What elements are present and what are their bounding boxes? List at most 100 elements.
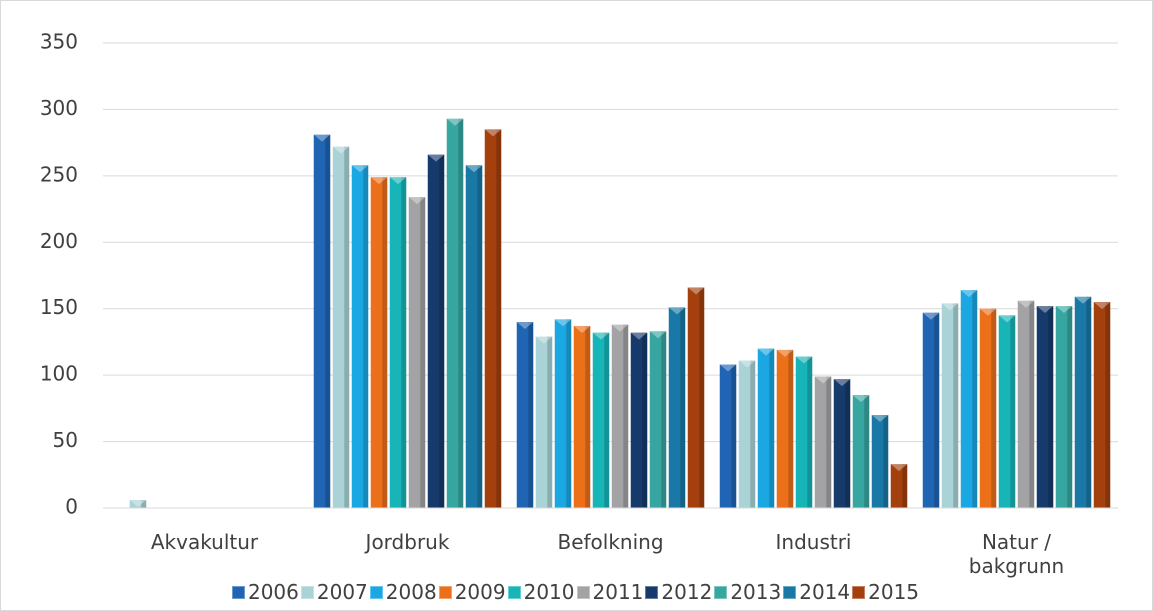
bar-shade (680, 307, 686, 508)
x-tick-label: Natur / bakgrunn (968, 530, 1065, 578)
bar-cap (332, 146, 350, 154)
bar-cap (446, 118, 464, 126)
bar-shade (642, 332, 648, 508)
bar-shade (807, 356, 813, 508)
bar-shade (902, 464, 908, 508)
bar-shade (991, 308, 997, 508)
legend-label: 2007 (316, 580, 368, 604)
bar-cap (611, 324, 629, 332)
bar (554, 319, 572, 508)
bar-cap (719, 364, 737, 372)
legend-label: 2008 (385, 580, 437, 604)
bar-cap (129, 500, 147, 508)
bar-cap (351, 165, 369, 173)
bar-cap (871, 415, 889, 422)
bar (332, 146, 350, 508)
bar (1093, 302, 1111, 508)
bar-cap (1074, 296, 1092, 304)
bar (129, 500, 147, 508)
bar-cap (852, 395, 870, 403)
legend-label: 2012 (661, 580, 713, 604)
bar (960, 290, 978, 508)
legend-label: 2010 (523, 580, 575, 604)
legend-swatch (714, 585, 728, 599)
bar-cap (998, 315, 1016, 323)
bar (427, 154, 445, 508)
bar-cap (668, 307, 686, 315)
bar (611, 324, 629, 508)
legend-swatch (576, 585, 590, 599)
y-tick-label: 50 (53, 428, 78, 452)
bar (979, 308, 997, 508)
legend-item: 2006 (231, 580, 299, 604)
bar-shade (623, 324, 629, 508)
bar-shade (699, 287, 705, 508)
bar-cap (960, 290, 978, 298)
legend-label: 2013 (730, 580, 782, 604)
bar-shade (458, 118, 464, 508)
legend-item: 2010 (507, 580, 575, 604)
bar-cap (1055, 306, 1073, 314)
legend-swatch (231, 585, 245, 599)
bar-cap (687, 287, 705, 295)
bar-shade (731, 364, 737, 508)
x-tick-label: Befolkning (557, 530, 664, 554)
bar (389, 177, 407, 508)
legend-item: 2009 (438, 580, 506, 604)
bar-cap (776, 349, 794, 357)
y-tick-label: 0 (65, 495, 78, 519)
bar (871, 415, 889, 508)
bar-cap (592, 332, 610, 340)
bar-shade (1048, 306, 1054, 508)
bar-shade (1010, 315, 1016, 508)
bar-shade (344, 146, 350, 508)
bar-shade (496, 129, 502, 508)
bar-shade (972, 290, 978, 508)
legend-swatch (507, 585, 521, 599)
y-tick-label: 200 (40, 229, 78, 253)
bar (776, 349, 794, 508)
bar (890, 464, 908, 508)
bar (630, 332, 648, 508)
legend-label: 2014 (799, 580, 851, 604)
bar-shade (439, 154, 445, 508)
bar-cap (465, 165, 483, 173)
bar-shade (661, 331, 667, 508)
legend-swatch (369, 585, 383, 599)
bar (738, 360, 756, 508)
bar-cap (814, 376, 832, 384)
legend-swatch (783, 585, 797, 599)
y-tick-label: 250 (40, 162, 78, 186)
bar (998, 315, 1016, 508)
bar-shade (934, 312, 940, 508)
bar-cap (941, 303, 959, 311)
bar (687, 287, 705, 508)
bar (516, 322, 534, 508)
bar-cap (738, 360, 756, 368)
bar (535, 336, 553, 508)
bar (795, 356, 813, 508)
bar-shade (883, 415, 889, 508)
bar (833, 379, 851, 508)
legend-swatch (300, 585, 314, 599)
bar (1055, 306, 1073, 508)
bar-cap (1017, 300, 1035, 308)
bar (1036, 306, 1054, 508)
bar-cap (389, 177, 407, 185)
bar-cap (630, 332, 648, 340)
bar-shade (401, 177, 407, 508)
bar-cap (979, 308, 997, 316)
bar-shade (1105, 302, 1111, 508)
bar-shade (788, 349, 794, 508)
legend-item: 2014 (783, 580, 850, 604)
bar (351, 165, 369, 508)
bar (370, 177, 388, 508)
legend-label: 2011 (592, 580, 644, 604)
bar-cap (408, 197, 426, 205)
bar (757, 348, 775, 508)
bar-shade (750, 360, 756, 508)
bar (465, 165, 483, 508)
bar (668, 307, 686, 508)
